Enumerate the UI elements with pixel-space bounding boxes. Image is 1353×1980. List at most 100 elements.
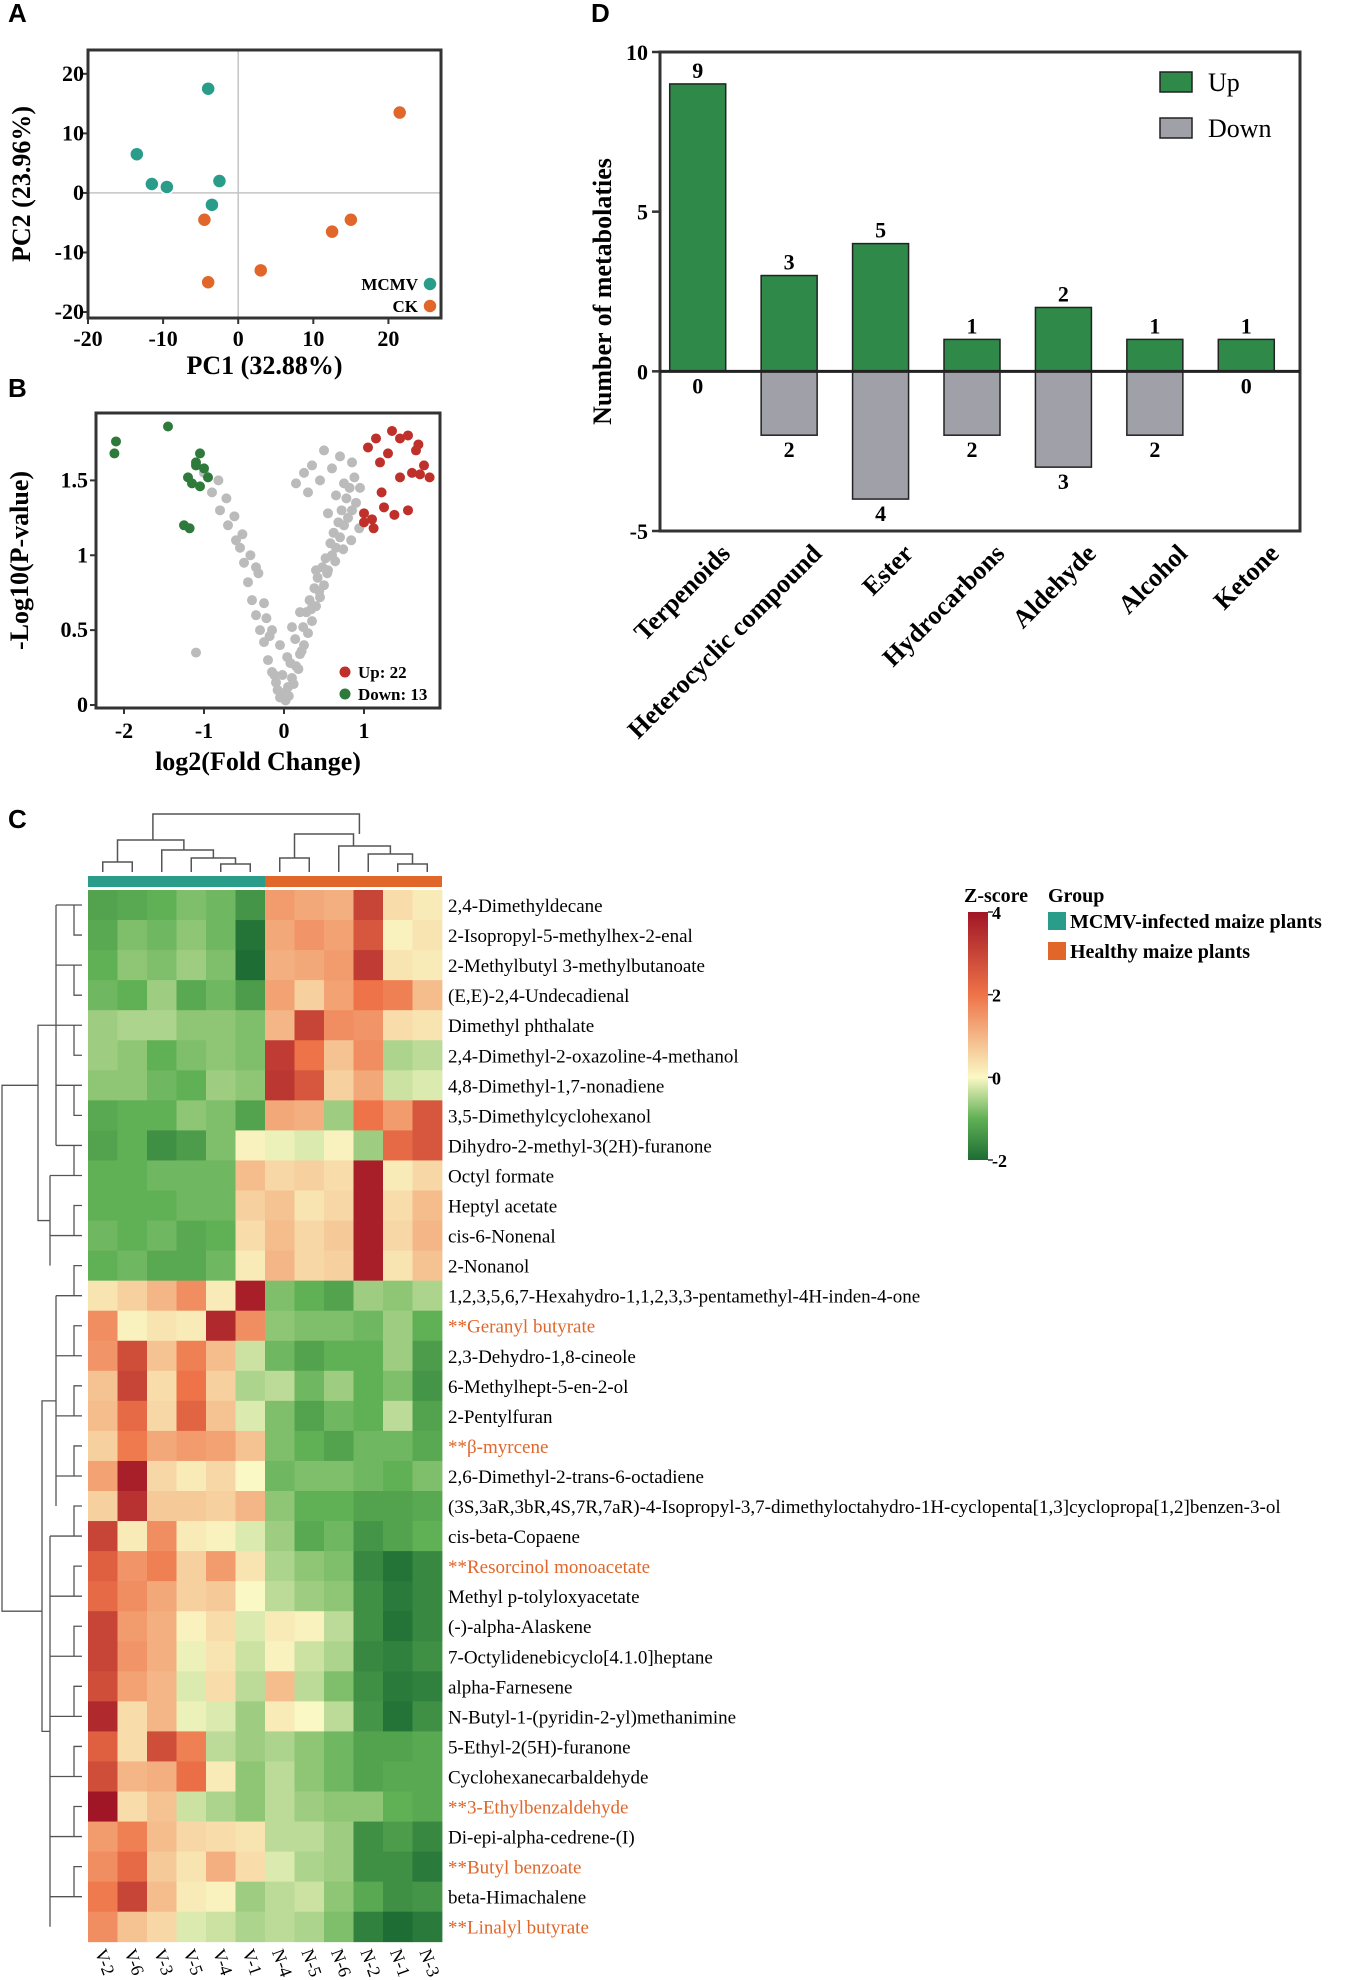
heatmap-cell bbox=[412, 1100, 443, 1131]
heatmap-cell bbox=[147, 1040, 177, 1071]
heatmap-cell bbox=[235, 1160, 266, 1191]
heatmap-cell bbox=[383, 1851, 413, 1883]
heatmap-cell bbox=[147, 1791, 177, 1822]
heatmap-cell bbox=[147, 1430, 177, 1462]
column-label: N-4 bbox=[268, 1946, 296, 1979]
heatmap-cell bbox=[324, 980, 354, 1011]
column-label: V-4 bbox=[209, 1946, 237, 1978]
volcano-point-unchanged bbox=[296, 646, 307, 657]
heatmap-cell bbox=[324, 1310, 354, 1342]
heatmap-cell bbox=[265, 1400, 295, 1432]
volcano-point-up bbox=[395, 472, 405, 483]
heatmap-cell bbox=[88, 1160, 118, 1191]
heatmap-cell bbox=[206, 1130, 236, 1161]
heatmap-cell bbox=[206, 1430, 236, 1462]
heatmap-cell bbox=[235, 1791, 266, 1822]
heatmap-cell bbox=[176, 980, 207, 1011]
y-axis-title: Number of metabolaties bbox=[588, 158, 617, 425]
heatmap-cell bbox=[147, 1310, 177, 1342]
heatmap-cell bbox=[176, 1521, 207, 1552]
heatmap-cell bbox=[206, 1460, 236, 1492]
heatmap-panel: 2,4-Dimethyldecane 2-Isopropyl-5-methylhe… bbox=[1, 813, 1322, 1979]
bar-down-value-label: 4 bbox=[875, 501, 886, 526]
bar-up-value-label: 9 bbox=[692, 58, 703, 83]
legend-label: MCMV bbox=[361, 275, 418, 294]
y-tick-label: 1 bbox=[77, 542, 88, 567]
pca-point-ck bbox=[391, 104, 408, 121]
heatmap-cell bbox=[235, 1310, 266, 1342]
heatmap-cell bbox=[88, 1370, 118, 1402]
heatmap-cell bbox=[147, 1370, 177, 1402]
heatmap-cell bbox=[383, 1641, 413, 1672]
heatmap-cell bbox=[235, 1851, 266, 1883]
heatmap-cell bbox=[412, 1190, 443, 1221]
pca-point-mcmv bbox=[211, 173, 228, 189]
heatmap-cell bbox=[294, 1701, 325, 1732]
volcano-point-up bbox=[424, 472, 435, 483]
volcano-point-unchanged bbox=[243, 577, 253, 588]
heatmap-cell bbox=[324, 1280, 354, 1312]
heatmap-cell bbox=[265, 1911, 295, 1943]
heatmap-cell bbox=[265, 1761, 295, 1792]
heatmap-cell bbox=[176, 1040, 207, 1071]
heatmap-cell bbox=[117, 1881, 148, 1913]
heatmap-cell bbox=[235, 1671, 266, 1702]
volcano-point-unchanged bbox=[347, 457, 357, 468]
heatmap-cell bbox=[147, 1881, 177, 1913]
volcano-point-unchanged bbox=[346, 535, 357, 546]
heatmap-cell bbox=[117, 1070, 148, 1101]
volcano-point-unchanged bbox=[290, 634, 301, 645]
heatmap-cell bbox=[206, 1040, 236, 1071]
row-label: 2-Isopropyl-5-methylhex-2-enal bbox=[448, 926, 693, 947]
volcano-point-unchanged bbox=[267, 625, 277, 636]
y-tick-label: 0 bbox=[637, 359, 648, 384]
pca-point-mcmv bbox=[159, 179, 175, 195]
y-tick-label: 20 bbox=[62, 61, 84, 86]
heatmap-cell bbox=[324, 1190, 354, 1221]
heatmap-cell bbox=[412, 1821, 443, 1852]
row-label: 5-Ethyl-2(5H)-furanone bbox=[448, 1737, 631, 1758]
heatmap-cell bbox=[294, 1821, 325, 1852]
heatmap-cell bbox=[324, 1430, 354, 1462]
heatmap-cell bbox=[176, 1400, 207, 1432]
heatmap-cell bbox=[324, 1821, 354, 1852]
heatmap-cell bbox=[147, 1190, 177, 1221]
heatmap-cell bbox=[206, 1160, 236, 1191]
heatmap-cell bbox=[383, 1130, 413, 1161]
heatmap-cell bbox=[117, 1130, 148, 1161]
heatmap-cell bbox=[412, 1070, 443, 1101]
volcano-point-down bbox=[199, 463, 209, 474]
heatmap-cell bbox=[324, 1671, 354, 1702]
heatmap-cell bbox=[353, 1551, 384, 1582]
heatmap-cell bbox=[206, 1070, 236, 1101]
legend-marker bbox=[339, 688, 351, 700]
bar-up-value-label: 5 bbox=[875, 218, 886, 243]
heatmap-cell bbox=[353, 1310, 384, 1342]
volcano-point-unchanged bbox=[315, 475, 325, 486]
volcano-point-unchanged bbox=[349, 472, 360, 483]
heatmap-cell bbox=[324, 1100, 354, 1131]
heatmap-cell bbox=[353, 980, 384, 1011]
heatmap-cell bbox=[176, 1310, 207, 1342]
heatmap-cell bbox=[88, 1430, 118, 1462]
heatmap-cell bbox=[88, 1791, 118, 1822]
heatmap-cell bbox=[206, 1280, 236, 1312]
heatmap-cell bbox=[147, 1340, 177, 1372]
heatmap-cell bbox=[294, 920, 325, 951]
heatmap-cell bbox=[383, 1701, 413, 1732]
volcano-point-unchanged bbox=[221, 493, 232, 504]
row-label-highlighted: **β-myrcene bbox=[448, 1437, 548, 1458]
heatmap-cell bbox=[206, 1821, 236, 1852]
heatmap-cell bbox=[235, 1731, 266, 1762]
heatmap-cell bbox=[294, 1671, 325, 1702]
row-label: 6-Methylhept-5-en-2-ol bbox=[448, 1377, 628, 1398]
heatmap-cell bbox=[235, 1340, 266, 1372]
heatmap-cell bbox=[412, 1340, 443, 1372]
heatmap-cell bbox=[412, 1040, 443, 1071]
heatmap-cell bbox=[324, 1911, 354, 1943]
heatmap-cell bbox=[206, 1491, 236, 1522]
heatmap-cell bbox=[265, 1581, 295, 1612]
category-label: Aldehyde bbox=[1007, 539, 1102, 634]
heatmap-cell bbox=[117, 1731, 148, 1762]
